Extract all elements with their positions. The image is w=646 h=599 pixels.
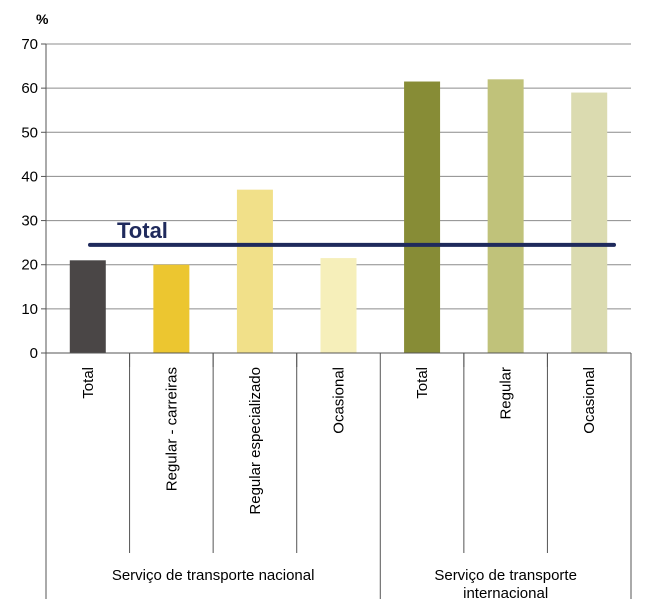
- category-label: Regular especializado: [247, 367, 264, 515]
- y-tick-label: 20: [21, 257, 38, 274]
- bar: [153, 264, 190, 353]
- group-labels: Serviço de transporte nacional Serviço de…: [112, 567, 577, 599]
- category-label: Regular: [498, 367, 515, 420]
- y-tick-label: 0: [30, 345, 38, 362]
- bar: [571, 92, 608, 354]
- bars: [69, 79, 608, 354]
- y-tick-label: 30: [21, 213, 38, 230]
- category-label: Total: [80, 367, 97, 399]
- y-axis-unit-label: %: [36, 11, 49, 27]
- group-label: Serviço de transporte internacional: [434, 567, 577, 599]
- y-axis-ticks: 0 10 20 30 40 50 60 70: [21, 36, 46, 362]
- y-tick-label: 40: [21, 168, 38, 185]
- category-label: Total: [414, 367, 431, 399]
- axes: [45, 44, 632, 599]
- y-tick-label: 10: [21, 301, 38, 318]
- category-labels: Total Regular - carreiras Regular especial…: [80, 367, 598, 515]
- bar: [320, 258, 357, 353]
- bar: [236, 189, 273, 353]
- category-label: Ocasional: [581, 367, 598, 434]
- total-reference: Total: [88, 218, 616, 247]
- category-label: Ocasional: [331, 367, 348, 434]
- category-label: Regular - carreiras: [163, 367, 180, 491]
- bar: [487, 79, 524, 354]
- y-tick-label: 50: [21, 124, 38, 141]
- group-label: Serviço de transporte nacional: [112, 567, 315, 584]
- y-tick-label: 60: [21, 80, 38, 97]
- bar: [404, 81, 441, 354]
- gridlines: [46, 43, 631, 310]
- y-tick-label: 70: [21, 36, 38, 53]
- bar: [69, 260, 106, 353]
- total-reference-label: Total: [117, 218, 168, 243]
